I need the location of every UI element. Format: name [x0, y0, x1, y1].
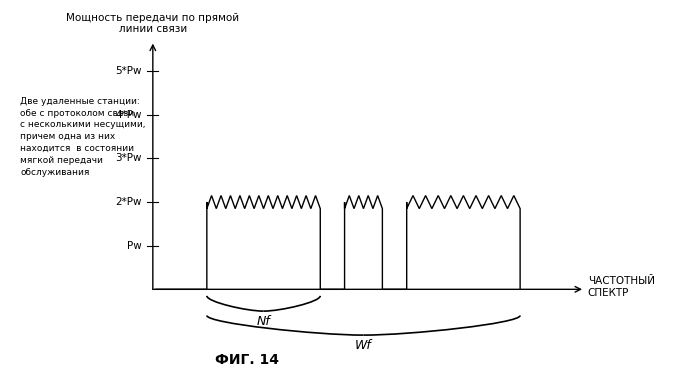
Text: 2*Pw: 2*Pw — [115, 197, 142, 207]
Text: Nf: Nf — [257, 314, 271, 328]
Text: Две удаленные станции:
обе с протоколом связи
с несколькими несущими,
причем одн: Две удаленные станции: обе с протоколом … — [20, 97, 146, 177]
Text: 3*Pw: 3*Pw — [115, 153, 142, 163]
Text: 4*Pw: 4*Pw — [115, 110, 142, 120]
Text: Мощность передачи по прямой
линии связи: Мощность передачи по прямой линии связи — [66, 12, 239, 34]
Text: Pw: Pw — [127, 241, 142, 251]
Text: 5*Pw: 5*Pw — [115, 66, 142, 76]
Text: ФИГ. 14: ФИГ. 14 — [215, 353, 280, 367]
Text: ЧАСТОТНЫЙ
СПЕКТР: ЧАСТОТНЫЙ СПЕКТР — [588, 276, 655, 298]
Text: Wf: Wf — [355, 339, 372, 352]
